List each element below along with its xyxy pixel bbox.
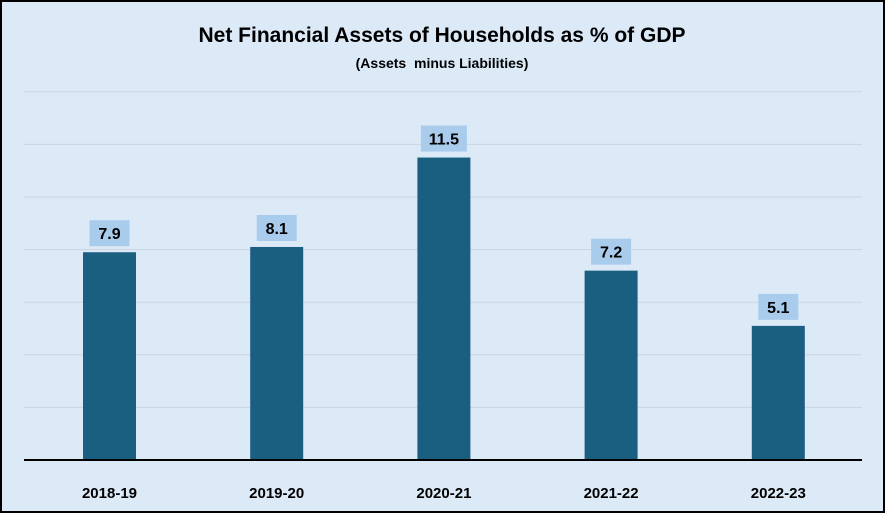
bar bbox=[417, 157, 471, 461]
data-label-box bbox=[591, 238, 632, 265]
bar bbox=[584, 270, 638, 460]
bars bbox=[83, 157, 805, 461]
data-label: 7.9 bbox=[98, 226, 120, 243]
chart-subtitle: (Assets minus Liabilities) bbox=[356, 55, 529, 71]
data-label: 11.5 bbox=[429, 132, 459, 149]
category-label: 2019-20 bbox=[249, 485, 304, 502]
data-label: 8.1 bbox=[266, 221, 288, 238]
bar bbox=[250, 246, 304, 460]
bar bbox=[751, 325, 805, 460]
category-labels: 2018-19 2019-20 2020-21 2021-22 2022-23 bbox=[82, 485, 806, 502]
data-label-box bbox=[420, 125, 467, 152]
category-label: 2022-23 bbox=[751, 485, 806, 502]
category-label: 2018-19 bbox=[82, 485, 137, 502]
data-label-box bbox=[89, 220, 130, 247]
data-labels: 7.9 8.1 11.5 7.2 5.1 bbox=[89, 125, 799, 320]
data-label-box bbox=[758, 293, 799, 320]
bar bbox=[83, 252, 136, 460]
data-label-box bbox=[256, 214, 297, 241]
chart-title: Net Financial Assets of Households as % … bbox=[199, 24, 686, 47]
data-label: 5.1 bbox=[767, 300, 789, 317]
category-label: 2021-22 bbox=[584, 485, 639, 502]
data-label: 7.2 bbox=[600, 245, 622, 262]
category-label: 2020-21 bbox=[416, 485, 471, 502]
